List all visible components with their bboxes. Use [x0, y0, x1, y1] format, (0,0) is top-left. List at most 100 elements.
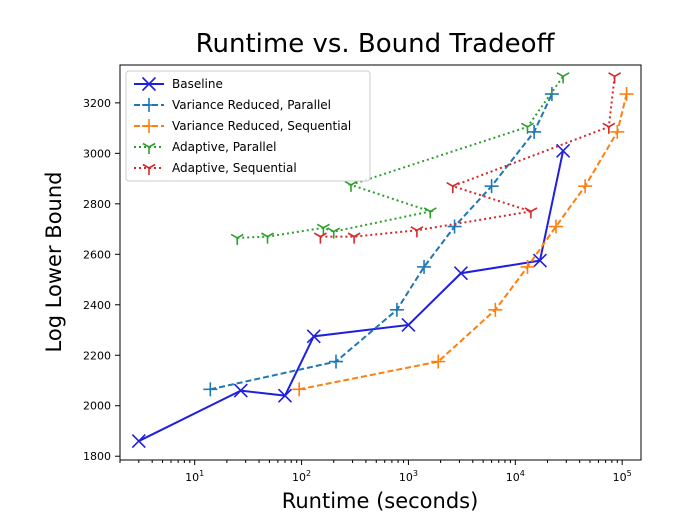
y-axis-label: Log Lower Bound: [42, 172, 66, 353]
marker-stroke: [401, 317, 416, 333]
marker-stroke: [429, 207, 437, 213]
marker-stroke: [313, 232, 321, 238]
data-point: [524, 207, 538, 219]
marker-stroke: [148, 163, 156, 169]
y-tick-label: 1800: [83, 450, 111, 463]
marker-stroke: [608, 122, 616, 128]
y-tick-label: 3200: [83, 97, 111, 110]
series-line: [138, 150, 565, 442]
legend-marker: [142, 163, 156, 175]
marker-stroke: [267, 232, 274, 238]
marker-stroke: [353, 232, 361, 238]
legend-marker: [142, 119, 156, 133]
data-point: [277, 388, 293, 403]
series-1: [203, 87, 559, 397]
marker-stroke: [520, 122, 528, 128]
data-point: [548, 219, 563, 234]
marker-stroke: [347, 232, 355, 238]
x-axis: 101 102 103 104 105: [119, 460, 632, 484]
y-tick-label: 2600: [83, 248, 111, 261]
data-point: [423, 207, 437, 219]
x-tick-label: 101: [185, 469, 204, 484]
legend-marker: [142, 98, 156, 112]
marker-stroke: [142, 163, 150, 169]
data-point: [578, 179, 593, 194]
marker-stroke: [131, 434, 146, 449]
data-point: [431, 354, 446, 369]
data-point: [347, 232, 361, 244]
legend-item: Adaptive, Sequential: [134, 161, 297, 175]
x-tick-label: 105: [613, 469, 632, 484]
data-point: [532, 253, 548, 268]
x-tick-label: 103: [399, 469, 418, 484]
data-point: [453, 266, 469, 281]
marker-stroke: [562, 72, 570, 78]
data-point: [484, 179, 499, 194]
marker-stroke: [333, 227, 341, 233]
data-point: [556, 143, 571, 158]
marker-stroke: [524, 207, 532, 213]
plot-frame: [119, 64, 642, 461]
series-3: [230, 72, 570, 245]
data-point: [233, 383, 248, 398]
marker-stroke: [306, 329, 321, 344]
data-point: [527, 124, 542, 139]
legend-item: Baseline: [134, 76, 223, 92]
data-point: [327, 227, 341, 239]
data-point: [556, 72, 570, 84]
marker-stroke: [344, 180, 352, 186]
legend-marker: [141, 76, 157, 92]
data-point: [410, 226, 424, 238]
data-point: [292, 382, 307, 397]
y-axis: 1800 2000 2200 2400 2600 2800 3000 3200: [83, 97, 120, 463]
marker-stroke: [350, 180, 358, 186]
marker-stroke: [556, 72, 564, 78]
marker-stroke: [446, 181, 454, 187]
series-2: [292, 87, 634, 397]
data-point: [417, 259, 432, 274]
marker-stroke: [322, 223, 330, 229]
data-point: [520, 259, 535, 274]
marker-stroke: [319, 232, 327, 238]
marker-stroke: [453, 266, 469, 281]
x-axis-label: Runtime (seconds): [282, 489, 479, 513]
legend-label: Baseline: [172, 77, 223, 91]
data-point: [488, 302, 503, 317]
data-point: [608, 72, 622, 84]
data-point: [306, 329, 321, 344]
y-tick-label: 2000: [83, 400, 111, 413]
marker-stroke: [602, 122, 610, 128]
marker-stroke: [230, 233, 238, 239]
data-point: [230, 233, 244, 245]
data-point: [602, 122, 616, 134]
chart-title: Runtime vs. Bound Tradeoff: [196, 29, 556, 59]
data-point: [610, 124, 625, 139]
x-tick-label: 104: [506, 469, 525, 484]
legend-label: Adaptive, Parallel: [172, 140, 276, 154]
data-point: [329, 354, 344, 369]
data-point: [261, 232, 274, 244]
legend-item: Variance Reduced, Parallel: [134, 98, 331, 112]
data-point: [389, 302, 404, 317]
legend-label: Variance Reduced, Sequential: [172, 119, 351, 133]
marker-stroke: [416, 226, 424, 232]
legend-box: [125, 70, 371, 182]
marker-stroke: [233, 383, 248, 398]
data-point: [520, 122, 534, 134]
data-point: [447, 219, 462, 234]
marker-stroke: [527, 122, 534, 128]
data-point: [131, 434, 146, 449]
marker-stroke: [556, 143, 571, 158]
marker-stroke: [532, 253, 548, 268]
legend-label: Variance Reduced, Parallel: [172, 98, 331, 112]
marker-stroke: [423, 207, 431, 213]
legend-item: Variance Reduced, Sequential: [134, 119, 351, 133]
marker-stroke: [530, 207, 538, 213]
marker-stroke: [141, 76, 157, 92]
series-4: [313, 72, 622, 244]
y-tick-label: 2800: [83, 198, 111, 211]
marker-stroke: [277, 388, 293, 403]
legend: Baseline Variance Reduced, Parallel Varian…: [125, 70, 371, 182]
marker-stroke: [142, 142, 150, 148]
series-line: [210, 93, 553, 391]
